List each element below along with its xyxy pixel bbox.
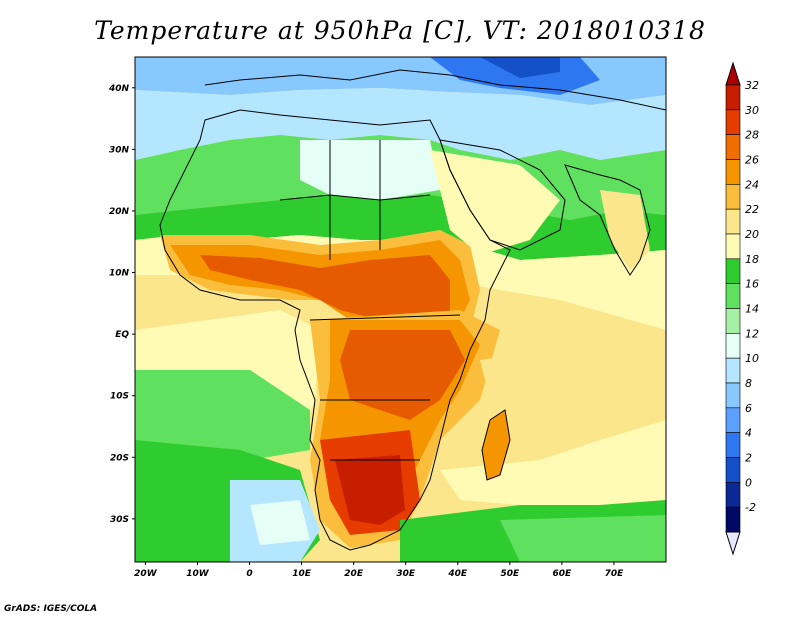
field-arabia <box>430 150 560 255</box>
lon-tick-label: 40E <box>447 569 468 579</box>
lat-tick-label: 30N <box>109 145 130 155</box>
arabia-coastline <box>439 139 566 251</box>
colorbar-swatch <box>725 432 741 458</box>
lon-tick-label: 20E <box>344 569 364 579</box>
colorbar-label: 2 <box>745 452 752 465</box>
colorbar-swatch <box>725 208 741 235</box>
field-indian-warm <box>480 330 666 460</box>
lon-tick-label: 0 <box>246 569 252 579</box>
north-coastline <box>204 69 666 111</box>
field-india <box>600 190 650 270</box>
chart-title: Temperature at 950hPa [C], VT: 201801031… <box>94 16 706 45</box>
field-kalahari-hottest <box>335 455 405 525</box>
field-mediterranean <box>135 88 666 160</box>
field-north-coldest <box>480 57 560 78</box>
latitude-axis: 40N 30N 20N 10N EQ 10S 20S 30S <box>108 84 135 525</box>
lon-tick-label: 30E <box>396 569 416 579</box>
lat-tick-label: 20N <box>109 207 130 217</box>
lon-tick-label: 20W <box>134 569 158 579</box>
border-lines <box>329 140 381 260</box>
field-indian-south-cool <box>500 515 666 562</box>
colorbar-swatch <box>725 109 741 135</box>
colorbar-swatch <box>725 283 741 309</box>
india-coastline <box>564 164 651 276</box>
colorbar-label: 18 <box>745 253 759 266</box>
colorbar-over-arrow <box>725 61 741 86</box>
colorbar-swatch <box>725 233 741 260</box>
colorbar-label: -2 <box>745 501 756 514</box>
border-central <box>309 314 461 461</box>
longitude-axis: 20W 10W 0 10E 20E 30E 40E 50E 60E 70E <box>134 562 624 579</box>
colorbar-label: 26 <box>745 154 759 167</box>
field-sahara-cool <box>300 140 440 200</box>
lon-tick-label: 10W <box>186 569 210 579</box>
field-central-hot <box>340 330 465 420</box>
lon-tick-label: 70E <box>605 569 625 579</box>
madagascar-coastline <box>481 409 511 481</box>
lat-tick-label: 30S <box>110 515 129 525</box>
colorbar-swatch <box>725 506 741 533</box>
border-sahara <box>279 194 431 201</box>
colorbar-swatch <box>725 184 741 210</box>
colorbar-swatch <box>725 407 741 433</box>
colorbar-label: 20 <box>745 228 759 241</box>
colorbar-label: 14 <box>745 303 759 316</box>
lat-tick-label: 10S <box>110 392 129 402</box>
colorbar-swatch <box>725 84 741 111</box>
coastlines <box>159 69 666 551</box>
lat-tick-label: EQ <box>115 330 129 340</box>
colorbar-swatch <box>725 308 741 334</box>
field-indian-mid <box>440 420 666 505</box>
lat-tick-label: 40N <box>108 84 130 94</box>
colorbar-under-arrow <box>725 531 741 556</box>
colorbar-label: 6 <box>745 402 752 415</box>
colorbar-swatch <box>725 357 741 384</box>
colorbar-swatch <box>725 457 741 483</box>
colorbar-swatch <box>725 134 741 160</box>
lat-tick-label: 10N <box>109 269 130 279</box>
temperature-field <box>135 57 666 562</box>
colorbar-label: 32 <box>745 79 759 92</box>
lon-tick-label: 50E <box>500 569 520 579</box>
colorbar-label: 28 <box>745 129 759 142</box>
colorbar-label: 30 <box>745 104 759 117</box>
colorbar-swatch <box>725 482 741 508</box>
colorbar-swatch <box>725 333 741 359</box>
lon-tick-label: 10E <box>292 569 312 579</box>
lon-tick-label: 60E <box>553 569 573 579</box>
colorbar-label: 12 <box>745 327 759 340</box>
colorbar-swatch <box>725 258 741 284</box>
colorbar-label: 10 <box>745 352 759 365</box>
colorbar-label: 24 <box>745 178 759 191</box>
grads-credit: GrADS: IGES/COLA <box>4 604 98 614</box>
lat-tick-label: 20S <box>110 453 129 463</box>
colorbar-swatch <box>725 382 741 409</box>
field-madagascar <box>482 410 510 480</box>
colorbar-swatch <box>725 159 741 185</box>
colorbar-label: 0 <box>745 476 752 489</box>
field-atlantic-cooler <box>250 500 310 545</box>
colorbar-label: 4 <box>745 427 752 440</box>
plot-frame <box>134 56 667 563</box>
colorbar-label: 22 <box>745 203 759 216</box>
colorbar-label: 8 <box>745 377 752 390</box>
colorbar-label: 16 <box>745 278 759 291</box>
